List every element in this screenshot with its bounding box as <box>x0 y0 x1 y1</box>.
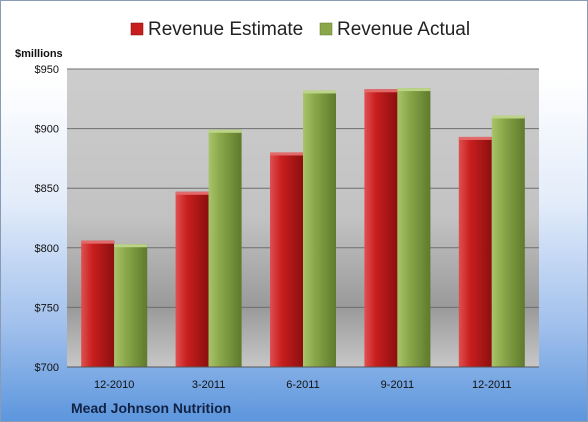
y-axis-unit-label: $millions <box>15 48 63 60</box>
bar-revenue-estimate <box>458 136 492 367</box>
bar-cap-actual <box>208 129 242 133</box>
y-tick-label: $750 <box>35 302 59 314</box>
bar-revenue-estimate <box>364 89 398 367</box>
x-tick-label: 6-2011 <box>286 379 319 391</box>
bar-cap-actual <box>397 88 431 92</box>
y-tick-label: $900 <box>35 124 59 136</box>
x-tick-label: 12-2011 <box>472 379 512 391</box>
x-tick-label: 3-2011 <box>192 379 225 391</box>
y-tick-label: $850 <box>35 183 59 195</box>
y-tick-label: $800 <box>35 243 59 255</box>
x-axis: 12-2010 3-2011 6-2011 9-2011 12-2011 <box>67 366 539 391</box>
bar-revenue-estimate <box>81 240 115 367</box>
bar-cap-estimate <box>81 240 115 244</box>
y-axis: $700 $750 $800 $850 $900 $950 <box>35 64 59 374</box>
bar-cap-estimate <box>458 136 492 140</box>
bar-revenue-estimate <box>175 191 209 367</box>
legend-swatch-estimate <box>130 22 144 36</box>
y-tick-label: $950 <box>35 64 59 76</box>
bar-cap-actual <box>303 90 336 94</box>
legend-label-actual: Revenue Actual <box>337 19 470 40</box>
bar-revenue-actual <box>208 129 242 367</box>
y-tick-label: $700 <box>35 362 59 374</box>
legend: Revenue Estimate Revenue Actual <box>130 19 470 40</box>
bar-cap-actual <box>114 244 148 248</box>
x-tick-label: 9-2011 <box>381 379 414 391</box>
bar-revenue-actual <box>397 88 431 368</box>
bar-cap-actual <box>491 115 525 119</box>
bar-cap-estimate <box>364 89 398 93</box>
bar-revenue-actual <box>303 90 336 368</box>
company-name: Mead Johnson Nutrition <box>71 400 231 416</box>
bar-revenue-estimate <box>270 152 303 367</box>
bars-group <box>81 88 525 368</box>
bar-cap-estimate <box>270 152 303 156</box>
legend-swatch-actual <box>319 22 333 36</box>
bar-revenue-actual <box>491 115 525 367</box>
legend-label-estimate: Revenue Estimate <box>148 19 303 40</box>
x-tick-label: 12-2010 <box>94 379 134 391</box>
bar-cap-estimate <box>175 191 209 195</box>
bar-revenue-actual <box>114 244 148 367</box>
